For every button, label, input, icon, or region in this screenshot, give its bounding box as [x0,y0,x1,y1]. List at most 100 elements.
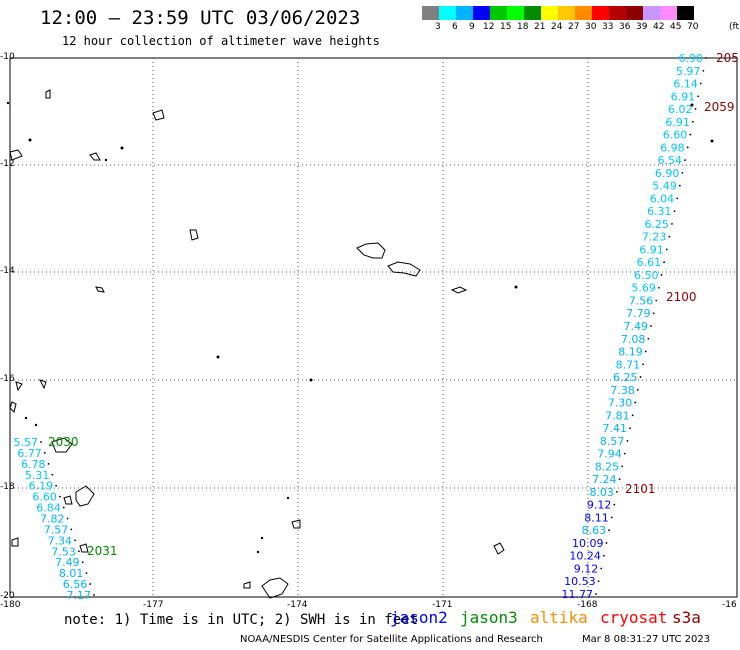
island-h [9,401,17,413]
track-point [684,159,686,161]
wave-height-label: 7.38 [610,384,635,397]
track-point [626,439,629,442]
legend-swatch [490,6,507,20]
wave-height-label: 6.90 [679,52,704,65]
map-frame [9,57,738,598]
track-point [637,388,639,391]
wave-height-label: 7.82 [40,513,65,526]
wave-height-label: 6.77 [17,447,42,460]
time-label: 2031 [87,544,118,558]
wave-height-label: 8.57 [600,435,625,448]
track-point [678,184,681,187]
track-point [610,516,613,519]
track-point [657,286,660,289]
track-point [616,491,618,493]
legend-label: 12 [483,22,495,32]
wave-height-label: 7.56 [629,294,654,307]
legend-swatch [643,6,660,20]
track-point [43,452,46,454]
satellite-name: s3a [672,608,701,627]
x-tick-label: -16 [722,600,737,610]
satellite-name: cryosat [600,608,668,627]
wave-height-label: 6.54 [658,154,683,167]
wave-height-label: 8.25 [595,460,620,473]
track-point [602,554,605,557]
legend-swatch [575,6,592,20]
y-tick-label: -18 [0,482,15,492]
wave-height-label: 7.49 [55,556,80,569]
generation-timestamp: Mar 8 08:31:27 UTC 2023 [582,634,711,645]
track-point [705,57,707,59]
island-niue [493,542,505,555]
legend-label: 6 [452,22,458,32]
wave-height-label: 7.79 [626,307,651,320]
track-point [77,550,80,553]
wave-height-label: 6.50 [634,269,659,282]
track-point [621,465,624,468]
track-point [668,235,671,238]
wave-height-label: 6.61 [637,256,662,269]
coastlines [9,89,505,599]
wave-height-label: 6.78 [21,458,46,471]
footer-note: note: 1) Time is in UTC; 2) SWH is in fe… [64,612,419,628]
track-point [629,427,631,429]
track-point [699,82,702,85]
wave-height-label: 8.63 [582,524,607,537]
legend-swatch [592,6,609,20]
legend-swatch [558,6,575,20]
legend-swatch [609,6,626,20]
track-point [639,376,642,378]
wave-height-label: 6.90 [655,167,680,180]
island-b [9,149,23,161]
track-point [676,197,679,200]
wave-height-label: 6.60 [663,129,688,142]
track-point [702,69,705,72]
island-c [95,286,105,293]
track-point [663,261,665,264]
legend-swatch [541,6,558,20]
island-samoa-upolu [387,261,421,277]
track-point [55,484,58,487]
wave-height-label: 6.84 [36,502,61,515]
time-label: 2100 [666,290,697,304]
wave-height-label: 7.53 [51,545,76,558]
island-swains [152,109,165,121]
track-point [597,580,600,583]
legend-label: 18 [517,22,529,32]
track-point [47,462,50,465]
wave-height-label: 6.25 [613,371,638,384]
legend-label: 45 [670,22,682,32]
x-tick-label: -168 [577,600,598,610]
track-point [644,350,647,353]
track-point [93,594,95,596]
legend-swatch [473,6,490,20]
x-tick-label: -174 [287,600,308,610]
legend-label: 30 [585,22,597,32]
track-point [652,312,655,315]
legend-swatch [456,6,473,20]
wave-height-label: 8.19 [618,346,643,359]
wave-height-label: 6.02 [668,103,693,116]
island-tokelau-b [89,152,101,161]
wave-height-label: 10.53 [564,575,596,588]
wave-height-label: 6.14 [673,78,698,91]
legend-label: 70 [687,22,699,32]
wave-height-label: 6.04 [650,192,675,205]
island-i [39,379,47,390]
island-wallis [189,229,199,241]
wave-height-label: 5.69 [631,282,656,295]
wave-height-label: 5.57 [14,436,39,449]
wave-height-label: 6.31 [647,205,672,218]
legend-label: 33 [602,22,614,32]
time-label: 2059 [704,100,735,114]
wave-height-label: 7.49 [624,320,649,333]
wave-height-label: 9.12 [587,499,612,512]
track-point [600,567,603,570]
track-point [631,414,634,417]
island-fiji-viti [75,485,95,507]
track-point [681,171,684,174]
wave-height-label: 7.41 [603,422,628,435]
color-legend [422,6,694,20]
